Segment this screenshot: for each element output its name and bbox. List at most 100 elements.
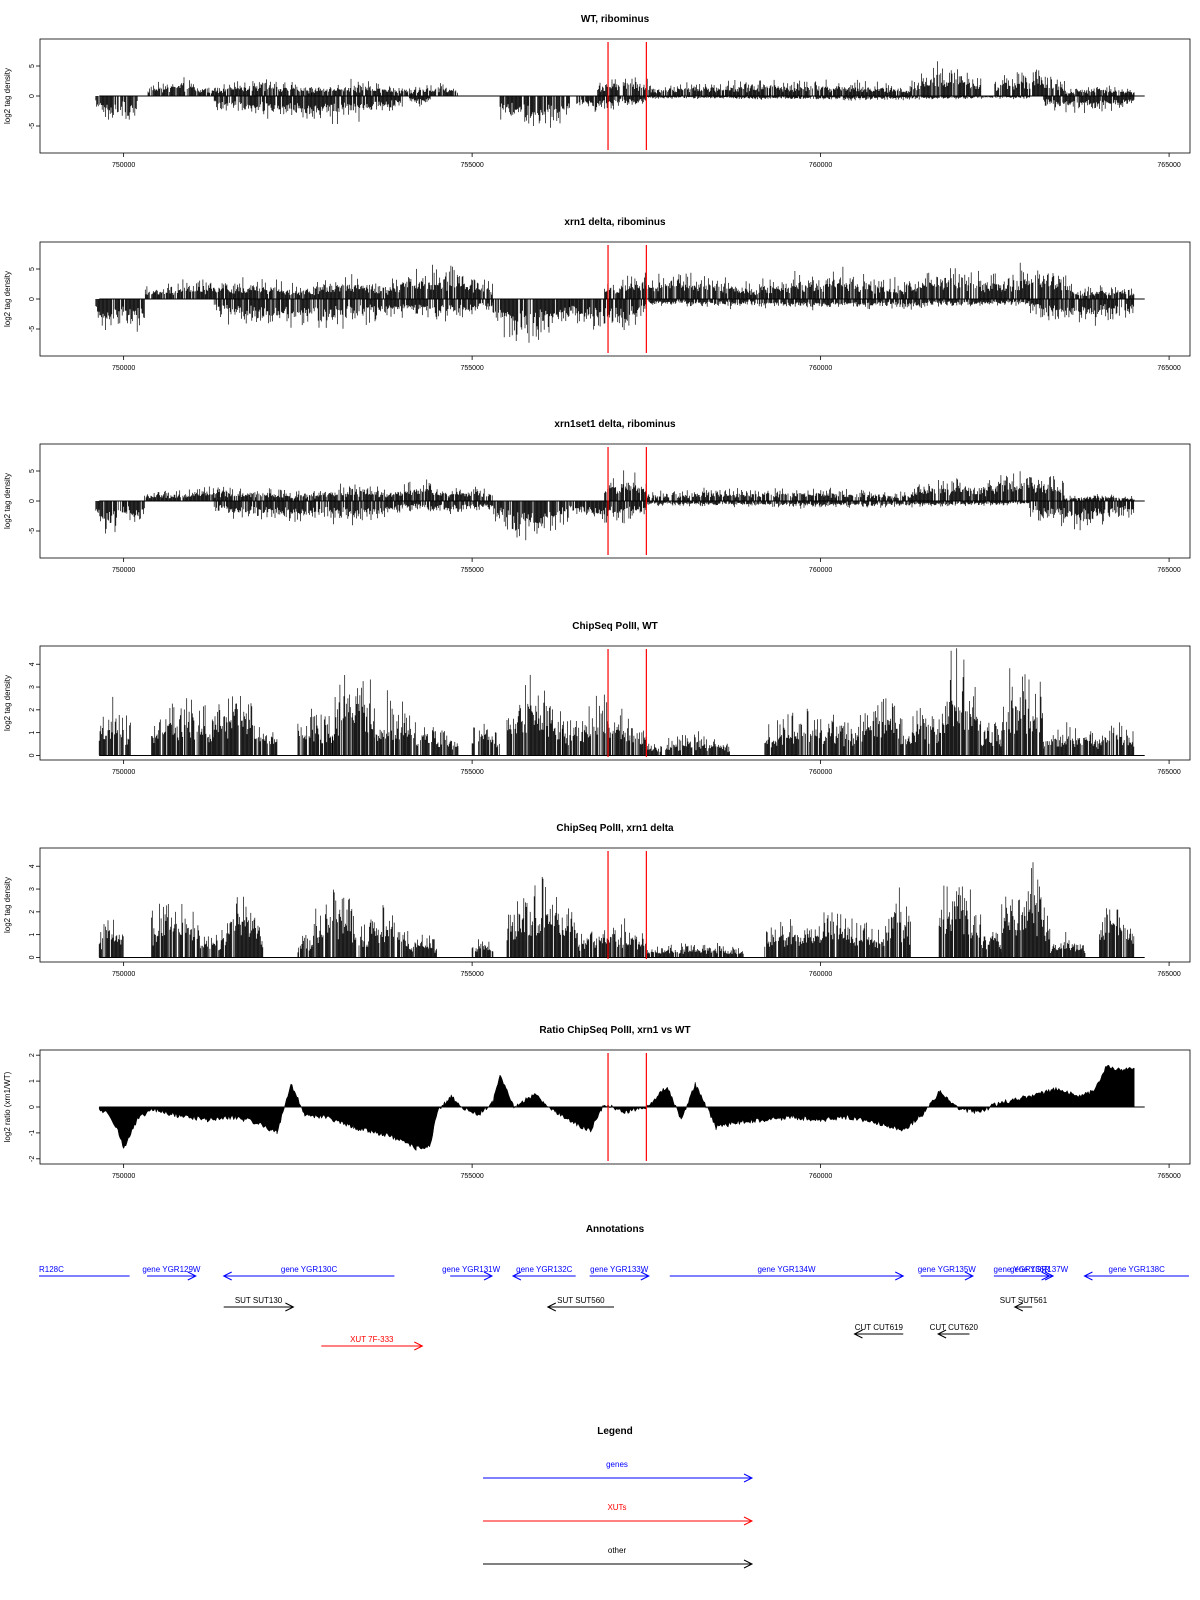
feature-arrow — [450, 1271, 494, 1281]
feature-label: gene YGR133W — [590, 1265, 649, 1274]
feature-arrow — [853, 1329, 904, 1339]
x-tick-label: 760000 — [809, 971, 832, 978]
y-tick-label: 5 — [29, 469, 36, 473]
y-axis-label: log2 tag density — [3, 877, 12, 933]
feature-other: CUT CUT619 — [853, 1323, 904, 1339]
feature-other: CUT CUT620 — [930, 1323, 979, 1339]
y-tick-label: 5 — [29, 267, 36, 271]
panel-title: xrn1 delta, ribominus — [564, 217, 666, 228]
legend-label: genes — [606, 1460, 628, 1469]
feature-label: gene YGR129W — [142, 1265, 201, 1274]
legend-label: XUTs — [607, 1503, 626, 1512]
x-tick-label: 765000 — [1157, 567, 1180, 574]
plot-frame — [39, 645, 1191, 761]
feature-label: CUT CUT620 — [930, 1323, 979, 1332]
y-tick-label: -5 — [29, 326, 36, 332]
x-tick-label: 750000 — [112, 365, 135, 372]
y-tick-label: -5 — [29, 123, 36, 129]
feature-label: SUT SUT561 — [1000, 1296, 1048, 1305]
feature-label: R128C — [39, 1265, 64, 1274]
x-tick-label: 755000 — [460, 365, 483, 372]
feature-label: gene YGR134W — [757, 1265, 816, 1274]
feature-gene: R128C — [39, 1265, 130, 1277]
legend: Legend genes XUTs other — [483, 1426, 754, 1569]
panel-title: ChipSeq PolII, WT — [572, 621, 658, 632]
feature-other: SUT SUT561 — [1000, 1296, 1048, 1312]
feature-gene: gene YGR137W — [1010, 1265, 1069, 1281]
panel-title: Ratio ChipSeq PolII, xrn1 vs WT — [539, 1025, 690, 1036]
feature-label: XUT 7F-333 — [350, 1335, 394, 1344]
feature-other: SUT SUT560 — [546, 1296, 614, 1312]
x-tick-label: 765000 — [1157, 769, 1180, 776]
panel-chip_xrn1: ChipSeq PolII, xrn1 delta log2 tag densit… — [3, 823, 1191, 978]
feature-gene: gene YGR129W — [142, 1265, 201, 1281]
panel-title: xrn1set1 delta, ribominus — [554, 419, 676, 430]
x-tick-label: 760000 — [809, 567, 832, 574]
x-tick-label: 755000 — [460, 769, 483, 776]
legend-label: other — [608, 1546, 627, 1555]
feature-arrow — [223, 1302, 295, 1312]
negative-strand-bars — [95, 501, 1135, 541]
y-axis-label: log2 tag density — [3, 68, 12, 124]
panel-title: ChipSeq PolII, xrn1 delta — [556, 823, 674, 834]
feature-label: CUT CUT619 — [855, 1323, 904, 1332]
negative-strand-bars — [95, 96, 1135, 128]
y-tick-label: 3 — [29, 685, 36, 689]
feature-label: gene YGR130C — [281, 1265, 338, 1274]
x-tick-label: 750000 — [112, 769, 135, 776]
y-tick-label: 5 — [29, 64, 36, 68]
feature-label: SUT SUT130 — [235, 1296, 283, 1305]
data-series — [98, 648, 1135, 756]
panel-xrn1: xrn1 delta, ribominus log2 tag density -5 0… — [3, 217, 1191, 372]
y-tick-label: 0 — [29, 94, 36, 98]
feature-arrow — [1025, 1271, 1055, 1281]
legend-title: Legend — [597, 1426, 633, 1437]
y-tick-label: -2 — [29, 1156, 36, 1162]
y-tick-label: 4 — [29, 662, 36, 666]
data-series — [95, 262, 1135, 343]
y-tick-label: 3 — [29, 887, 36, 891]
y-tick-label: 0 — [29, 753, 36, 757]
panel-chip_wt: ChipSeq PolII, WT log2 tag density 0 1 2 3 4 75… — [3, 621, 1191, 776]
positive-strand-bars — [144, 262, 1135, 299]
y-tick-label: 2 — [29, 1053, 36, 1057]
feature-gene: gene YGR132C — [511, 1265, 576, 1281]
plot-frame — [39, 847, 1191, 963]
feature-arrow — [321, 1341, 424, 1351]
x-tick-label: 755000 — [460, 1173, 483, 1180]
y-tick-label: -1 — [29, 1130, 36, 1136]
panel-ratio: Ratio ChipSeq PolII, xrn1 vs WT log2 rati… — [3, 1025, 1191, 1180]
y-axis-label: log2 tag density — [3, 675, 12, 731]
annotations-panel: Annotations R128C gene YGR129W gene YGR130C… — [39, 1224, 1189, 1351]
feature-label: gene YGR135W — [918, 1265, 977, 1274]
panel-xrn1set1: xrn1set1 delta, ribominus log2 tag densit… — [3, 419, 1191, 574]
x-tick-label: 760000 — [809, 162, 832, 169]
legend-item-other: other — [483, 1546, 754, 1569]
data-series — [95, 61, 1135, 128]
legend-item-xut: XUTs — [483, 1503, 754, 1526]
legend-arrow — [483, 1473, 754, 1483]
feature-gene: gene YGR130C — [222, 1265, 395, 1281]
positive-strand-bars — [98, 648, 1135, 756]
feature-label: gene YGR138C — [1109, 1265, 1166, 1274]
y-tick-label: 2 — [29, 708, 36, 712]
y-tick-label: 0 — [29, 297, 36, 301]
x-tick-label: 765000 — [1157, 971, 1180, 978]
feature-label: gene YGR136R — [994, 1265, 1051, 1274]
feature-arrow — [936, 1329, 970, 1339]
y-axis-label: log2 tag density — [3, 271, 12, 327]
feature-arrow — [222, 1271, 395, 1281]
feature-arrow — [920, 1271, 975, 1281]
x-tick-label: 750000 — [112, 1173, 135, 1180]
y-tick-label: 1 — [29, 933, 36, 937]
feature-other: SUT SUT130 — [223, 1296, 295, 1312]
feature-gene: gene YGR133W — [589, 1265, 650, 1281]
data-series — [95, 470, 1135, 541]
legend-arrow — [483, 1516, 754, 1526]
feature-arrow — [147, 1271, 197, 1281]
x-tick-label: 765000 — [1157, 1173, 1180, 1180]
data-series — [98, 1064, 1135, 1152]
feature-arrow — [511, 1271, 576, 1281]
legend-item-gene: genes — [483, 1460, 754, 1483]
